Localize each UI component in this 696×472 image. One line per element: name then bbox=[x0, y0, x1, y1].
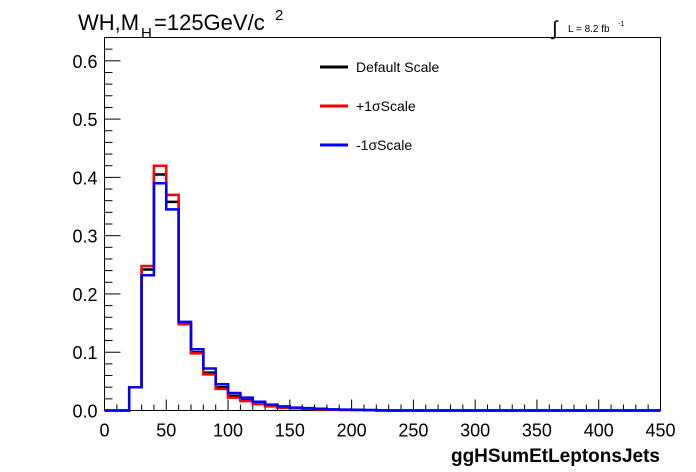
x-tick-label: 300 bbox=[460, 421, 490, 441]
x-axis-title: ggHSumEtLeptonsJets bbox=[451, 446, 660, 467]
title-subscript: H bbox=[141, 25, 152, 42]
x-tick-label: 400 bbox=[584, 421, 614, 441]
y-tick-label: 0.0 bbox=[72, 402, 97, 422]
histogram-series bbox=[104, 164, 661, 412]
chart-title: WH,M bbox=[78, 10, 139, 35]
series-1-line bbox=[104, 164, 661, 412]
y-tick-label: 0.3 bbox=[72, 227, 97, 247]
x-axis: 0 50 100 150 200 250 300 350 400 450 bbox=[99, 399, 676, 441]
legend: Default Scale +1σScale -1σScale bbox=[320, 59, 439, 153]
x-tick-label: 100 bbox=[213, 421, 243, 441]
x-tick-label: 450 bbox=[645, 421, 675, 441]
lumi-integral: ∫ bbox=[551, 18, 559, 40]
y-tick-label: 0.6 bbox=[72, 52, 97, 72]
title-rest: =125GeV/c bbox=[154, 10, 265, 35]
x-tick-label: 250 bbox=[398, 421, 428, 441]
x-tick-label: 350 bbox=[522, 421, 552, 441]
y-axis: 0.0 0.1 0.2 0.3 0.4 0.5 0.6 bbox=[72, 37, 121, 422]
y-tick-label: 0.1 bbox=[72, 343, 97, 363]
lumi-superscript: -1 bbox=[618, 21, 624, 28]
title-superscript: 2 bbox=[275, 7, 283, 24]
plot-frame bbox=[104, 37, 661, 411]
x-tick-label: 0 bbox=[99, 421, 109, 441]
lumi-label: L = 8.2 fb bbox=[568, 24, 610, 35]
x-tick-label: 50 bbox=[156, 421, 176, 441]
series-2-line bbox=[104, 181, 661, 412]
legend-label-default: Default Scale bbox=[356, 59, 439, 75]
legend-label-minus1sigma: -1σScale bbox=[356, 137, 412, 153]
y-tick-label: 0.4 bbox=[72, 168, 97, 188]
y-tick-label: 0.5 bbox=[72, 110, 97, 130]
title-main: WH,M bbox=[78, 10, 139, 35]
x-tick-label: 150 bbox=[275, 421, 305, 441]
series-0-line bbox=[104, 173, 661, 412]
x-tick-label: 200 bbox=[337, 421, 367, 441]
y-tick-label: 0.2 bbox=[72, 285, 97, 305]
legend-label-plus1sigma: +1σScale bbox=[356, 98, 416, 114]
